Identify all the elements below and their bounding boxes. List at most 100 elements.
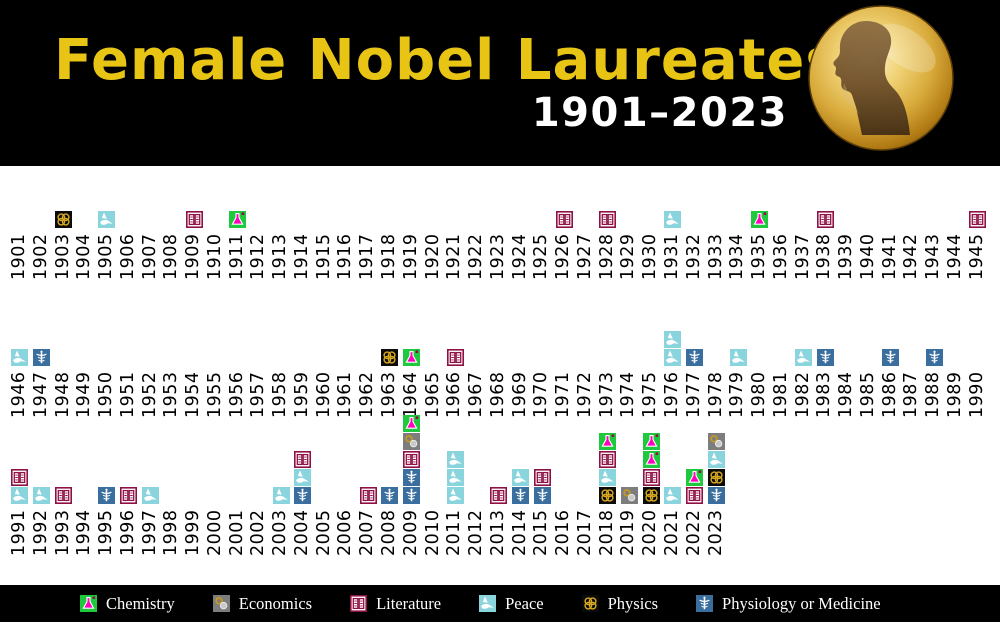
year-label: 1943: [923, 233, 944, 280]
year-label: 1917: [357, 233, 378, 280]
year-label: 2016: [553, 509, 574, 556]
year-label: 1945: [966, 233, 987, 280]
year-column-1909: 1909: [183, 211, 205, 280]
year-column-1921: 1921: [444, 228, 466, 280]
award-stack: [925, 349, 943, 366]
year-column-1927: 1927: [575, 228, 597, 280]
peace-icon: [98, 211, 116, 228]
year-label: 1911: [226, 233, 247, 280]
year-label: 1916: [335, 233, 356, 280]
timeline-row-1991-2023: 1991 1992 1993 1994 1995 1996 1997 1998 1999 2000…: [9, 415, 727, 556]
year-label: 2005: [313, 509, 334, 556]
year-column-1928: 1928: [597, 211, 619, 280]
year-label: 1961: [335, 371, 356, 418]
year-column-1989: 1989: [945, 366, 967, 418]
year-column-2002: 2002: [248, 504, 270, 556]
literature-icon: [816, 211, 834, 228]
year-label: 1962: [357, 371, 378, 418]
year-label: 1985: [857, 371, 878, 418]
year-label: 1918: [379, 233, 400, 280]
year-column-1942: 1942: [901, 228, 923, 280]
year-label: 1925: [531, 233, 552, 280]
year-label: 1987: [901, 371, 922, 418]
year-label: 2023: [705, 509, 726, 556]
year-column-1948: 1948: [53, 366, 75, 418]
award-stack: [533, 469, 551, 504]
literature-icon: [54, 487, 72, 504]
award-stack: [294, 451, 312, 504]
year-column-1938: 1938: [814, 211, 836, 280]
year-label: 1921: [444, 233, 465, 280]
peace-icon: [33, 487, 51, 504]
year-column-1953: 1953: [161, 366, 183, 418]
year-column-1992: 1992: [31, 487, 53, 556]
year-column-2004: 2004: [292, 451, 314, 556]
year-column-1908: 1908: [161, 228, 183, 280]
award-stack: [54, 211, 72, 228]
year-column-1957: 1957: [248, 366, 270, 418]
year-label: 1927: [574, 233, 595, 280]
year-column-2016: 2016: [553, 504, 575, 556]
year-column-2003: 2003: [270, 487, 292, 556]
year-label: 1994: [74, 509, 95, 556]
year-column-2012: 2012: [466, 504, 488, 556]
peace-icon: [479, 595, 497, 612]
peace-icon: [11, 349, 29, 366]
year-column-1996: 1996: [118, 487, 140, 556]
peace-icon: [707, 451, 725, 468]
year-label: 1969: [509, 371, 530, 418]
year-label: 2013: [487, 509, 508, 556]
year-column-1978: 1978: [706, 366, 728, 418]
award-stack: [403, 415, 421, 504]
year-column-1965: 1965: [423, 366, 445, 418]
year-column-1946: 1946: [9, 349, 31, 418]
legend: Chemistry Economics Literature Peace Physics…: [0, 585, 1000, 622]
year-label: 1929: [618, 233, 639, 280]
year-column-2000: 2000: [205, 504, 227, 556]
year-column-1973: 1973: [597, 366, 619, 418]
year-label: 1991: [9, 509, 29, 556]
legend-label: Peace: [505, 593, 544, 613]
year-column-1979: 1979: [727, 349, 749, 418]
year-column-1981: 1981: [771, 366, 793, 418]
economics-icon: [212, 595, 230, 612]
literature-icon: [446, 349, 464, 366]
year-label: 1908: [161, 233, 182, 280]
year-column-1976: 1976: [662, 331, 684, 418]
year-column-2014: 2014: [510, 469, 532, 556]
award-stack: [33, 487, 51, 504]
peace-icon: [794, 349, 812, 366]
year-label: 1966: [444, 371, 465, 418]
year-label: 1954: [183, 371, 204, 418]
award-stack: [98, 211, 116, 228]
year-column-1997: 1997: [140, 487, 162, 556]
award-stack: [446, 451, 464, 504]
year-label: 1980: [749, 371, 770, 418]
year-label: 1958: [270, 371, 291, 418]
year-label: 1950: [96, 371, 117, 418]
year-label: 1984: [836, 371, 857, 418]
legend-label: Chemistry: [106, 593, 175, 613]
year-label: 1956: [226, 371, 247, 418]
legend-item-chemistry: Chemistry: [80, 594, 175, 614]
year-label: 1902: [30, 233, 51, 280]
year-label: 1952: [139, 371, 160, 418]
year-label: 1959: [291, 371, 312, 418]
award-stack: [98, 487, 116, 504]
year-label: 1971: [553, 371, 574, 418]
year-column-1975: 1975: [640, 366, 662, 418]
year-label: 1941: [879, 233, 900, 280]
year-label: 1922: [466, 233, 487, 280]
medicine-icon: [403, 469, 421, 486]
year-column-1934: 1934: [727, 228, 749, 280]
award-stack: [686, 469, 704, 504]
year-column-2001: 2001: [227, 504, 249, 556]
timeline-row-1901-1945: 1901 1902 1903 1904 1905 1906 1907 1908 1909 1910…: [9, 211, 988, 280]
award-stack: [11, 469, 29, 504]
year-column-1923: 1923: [488, 228, 510, 280]
year-label: 1990: [966, 371, 987, 418]
chemistry-icon: [686, 469, 704, 486]
year-column-1970: 1970: [531, 366, 553, 418]
medicine-icon: [696, 595, 714, 612]
year-column-2021: 2021: [662, 487, 684, 556]
